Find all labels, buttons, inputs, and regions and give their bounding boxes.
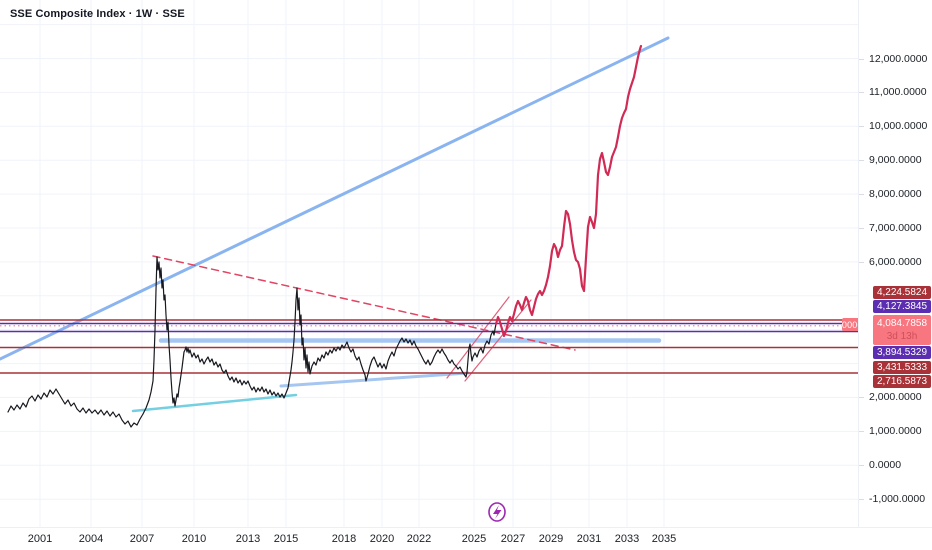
price-axis-label: -1,000.0000 [869, 492, 926, 505]
lightning-bolt-icon[interactable] [488, 502, 506, 522]
price-axis-label: 9,000.0000 [869, 154, 922, 167]
price-badge-value: 2,716.5873 [876, 376, 928, 387]
price-level-badge: 2,716.5873 [873, 375, 931, 388]
price-axis-label: 1,000.0000 [869, 425, 922, 438]
trendline-drawings[interactable] [0, 36, 670, 413]
price-badge-value: 4,084.7858 [876, 317, 928, 329]
horizontal-price-lines[interactable] [0, 319, 858, 374]
time-axis-label: 2020 [369, 533, 395, 545]
price-axis-tick [859, 160, 864, 162]
major-ascending-trendline[interactable] [0, 36, 670, 361]
price-level-badge: 3,894.5329 [873, 346, 931, 359]
time-axis-label: 2022 [406, 533, 432, 545]
time-axis-label: 2004 [78, 533, 104, 545]
price-axis-tick [859, 228, 864, 229]
descending-dashed-trendline[interactable] [152, 255, 576, 351]
lightning-marker[interactable] [488, 502, 506, 522]
time-axis-label: 2033 [614, 533, 640, 545]
price-level-badge: 4,224.5824 [873, 285, 931, 299]
price-axis-label: 8,000.0000 [869, 188, 922, 201]
price-axis-tick [859, 261, 864, 263]
price-axis-label: 10,000.0000 [869, 120, 928, 133]
price-axis-tick [859, 498, 864, 500]
time-axis[interactable]: 2001 2004 2007 2010 2013 2015 2018 2020 2022 2025… [0, 527, 932, 550]
price-axis-tick [859, 431, 864, 433]
time-axis-label: 2029 [538, 533, 564, 545]
price-axis-label: 12,000.0000 [869, 52, 928, 65]
price-series [7, 44, 643, 428]
price-badge-value: 3,431.5333 [876, 361, 928, 373]
price-level-badge: 4,127.3845 [873, 300, 931, 313]
price-badge-value: 3,894.5329 [876, 347, 928, 358]
price-badge-value: 4,127.3845 [876, 301, 928, 312]
price-history-2000-2025 [7, 256, 497, 428]
time-axis-label: 2001 [27, 533, 53, 545]
price-level-badge: 3,431.5333 [873, 360, 931, 374]
price-axis-tick [859, 126, 864, 128]
price-axis-tick [859, 465, 864, 467]
cyan-support-trendline[interactable] [131, 393, 298, 413]
time-axis-label: 2035 [651, 533, 677, 545]
time-axis-label: 2018 [331, 533, 357, 545]
price-axis-label: 11,000.0000 [869, 86, 927, 99]
time-axis-label: 2013 [235, 533, 261, 545]
price-axis-label: 7,000.0000 [869, 222, 922, 234]
price-axis-label: 2,000.0000 [869, 390, 922, 403]
price-axis-tick [859, 92, 864, 94]
time-axis-label: 2027 [500, 533, 526, 545]
price-axis-tick [859, 58, 864, 60]
price-axis-label: 6,000.0000 [869, 255, 922, 268]
symbol-title[interactable]: SSE Composite Index · 1W · SSE [10, 8, 185, 20]
price-axis-label: 0.0000 [869, 459, 902, 472]
bar-countdown: 3d 13h [886, 330, 918, 342]
projected-path-2025-2034 [494, 44, 643, 338]
time-axis-label: 2007 [129, 533, 155, 545]
price-badge-value: 4,224.5824 [876, 286, 928, 298]
price-axis-tick [859, 396, 864, 398]
current-price-badge: 4,084.7858 3d 13h [873, 314, 931, 345]
price-axis[interactable]: 12,000.0000 11,000.0000 10,000.0000 9,000.0… [858, 0, 932, 527]
support-trendline-2016-2024[interactable] [279, 371, 470, 388]
time-axis-label: 2025 [461, 533, 487, 545]
time-axis-label: 2010 [181, 533, 207, 545]
grid-lines [0, 0, 858, 527]
channel-line-1[interactable] [446, 296, 510, 379]
lightning-bolt-glyph [493, 505, 502, 519]
time-axis-label: 2031 [576, 533, 602, 545]
channel-line-2[interactable] [464, 299, 532, 382]
time-axis-label: 2015 [273, 533, 299, 545]
price-axis-tick [859, 194, 864, 196]
